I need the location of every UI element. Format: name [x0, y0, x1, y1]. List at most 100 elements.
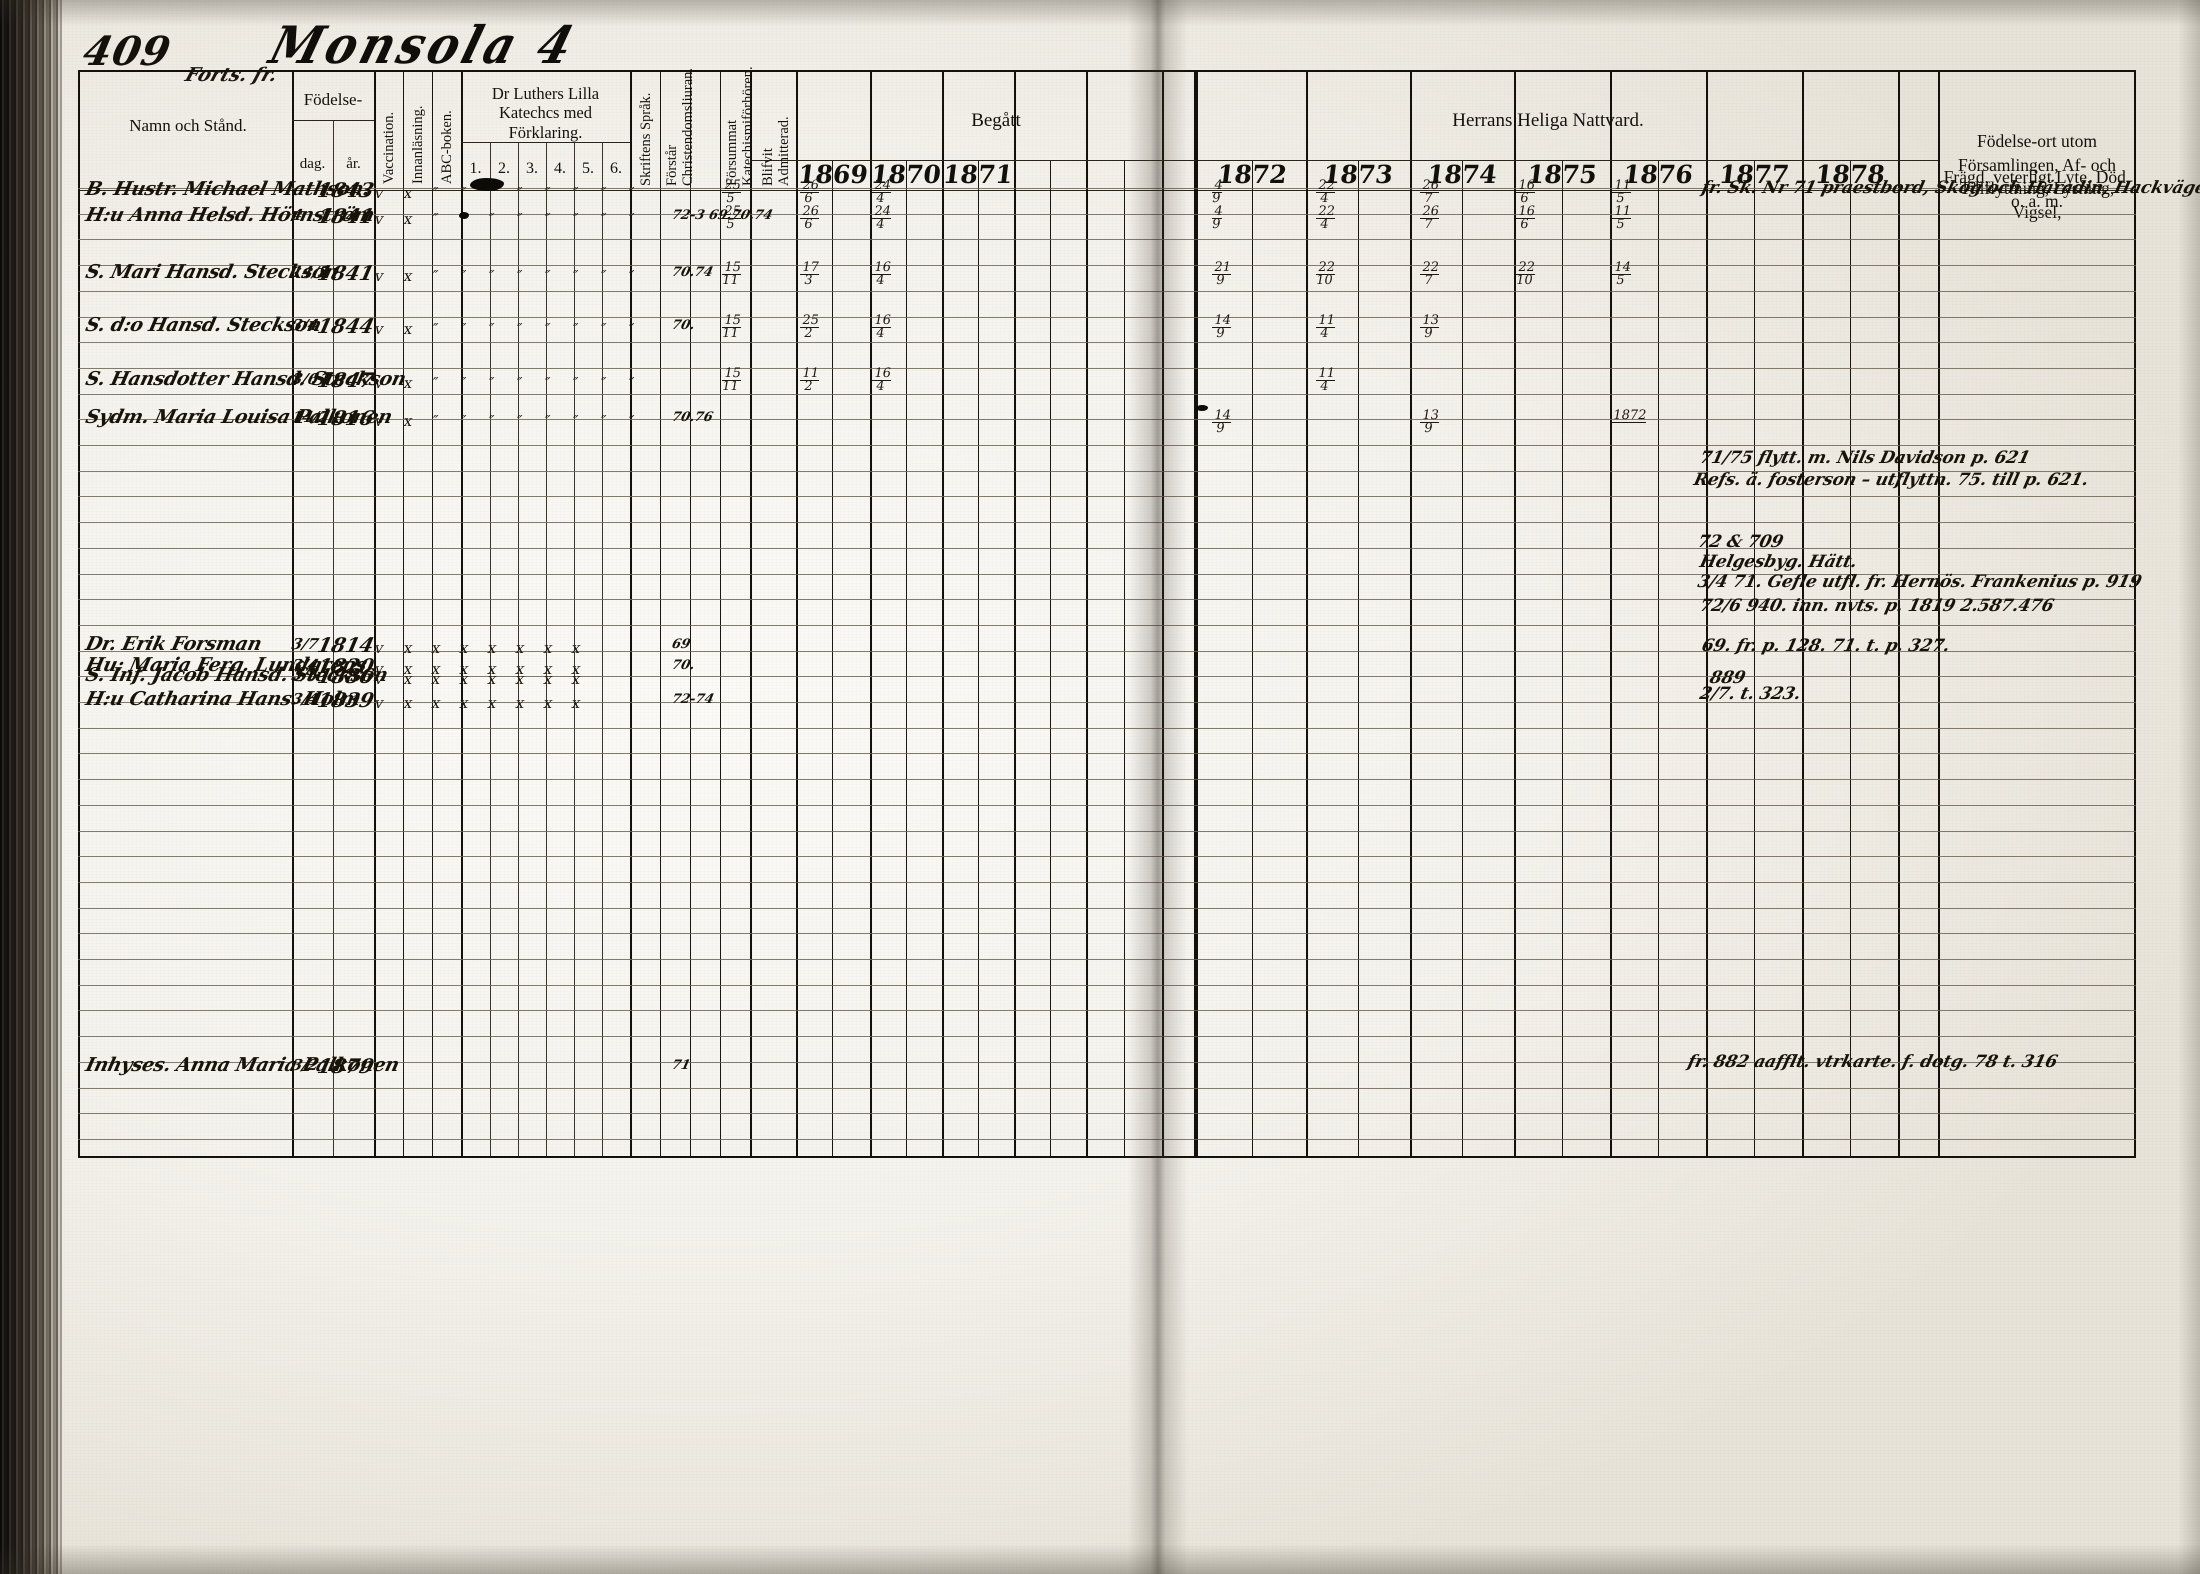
ruled-line	[1196, 1113, 2136, 1115]
ruled-line	[78, 907, 1196, 909]
ruled-line	[1196, 470, 2136, 472]
header-katechismus-part-5: 5.	[582, 160, 594, 177]
ruled-line	[1196, 188, 2136, 189]
entry-name: S. d:o Hansd. Steckson	[83, 314, 324, 336]
ruled-line	[78, 239, 1196, 241]
ruled-line	[78, 496, 1196, 498]
ruled-line	[1196, 881, 2136, 883]
header-forstar-christendomsliuran: Förstår Christendomsliuran.	[664, 67, 696, 186]
entry-note: 72 & 709	[1695, 532, 1786, 552]
entry-birth-year: 1879	[315, 1054, 377, 1078]
entry-name: Dr. Erik Forsman	[83, 633, 264, 655]
ruled-line	[1196, 856, 2136, 858]
ruled-line	[78, 624, 1196, 626]
ruled-line	[78, 522, 1196, 524]
entry-birth-year: 1841	[315, 204, 377, 228]
header-fodelse: Födelse-	[303, 90, 363, 109]
ruled-line	[1196, 1010, 2136, 1012]
ruled-line	[78, 650, 1196, 652]
ruled-line	[78, 984, 1196, 986]
binding-texture	[0, 0, 62, 1574]
ruled-line	[78, 1061, 1196, 1063]
ruled-line	[78, 1087, 1196, 1089]
header-fodelse-ar: år.	[346, 156, 361, 172]
ruled-line	[78, 393, 1196, 395]
ruled-line	[78, 573, 1196, 575]
ruled-line	[78, 779, 1196, 781]
entry-neglected-years: 69	[670, 637, 692, 652]
ruled-line	[1196, 342, 2136, 344]
ruled-line	[1196, 316, 2136, 318]
ruled-line	[78, 856, 1196, 858]
header-notes-line-2: Frägd, veterligt Lyte, Död, o. a. m.	[1943, 167, 2131, 211]
entry-birth-year: 1886	[315, 664, 377, 688]
entry-neglected-years: 70.	[670, 318, 697, 333]
entry-note: 2/7. t. 323.	[1697, 684, 1803, 704]
ruled-line	[1196, 1138, 2136, 1140]
ruled-line	[78, 959, 1196, 960]
ruled-line	[1196, 522, 2136, 524]
ruled-line	[1196, 599, 2136, 601]
header-herrans-heliga-nattvard: Herrans Heliga Nattvard.	[1452, 110, 1644, 131]
entry-note: 71/75 flytt. m. Nils Davidson p. 621	[1697, 448, 2032, 468]
header-katechismus-part-3: 3.	[526, 160, 538, 177]
header-innanlasning: Innanläsning.	[410, 105, 426, 184]
entry-neglected-years: 70.	[670, 658, 697, 673]
ruled-line	[1196, 676, 2136, 678]
entry-birth-year: 1839	[315, 688, 377, 712]
ruled-line	[1196, 727, 2136, 729]
ruled-line	[1196, 753, 2136, 755]
entry-birth-year: 1841	[315, 261, 377, 285]
header-begatt: Begått	[971, 110, 1021, 131]
entry-note: Helgesbyg. Hätt.	[1697, 552, 1859, 572]
header-blifvit-admitterad: Blifvit Admitterad.	[760, 116, 792, 186]
ruled-line	[1196, 933, 2136, 935]
entry-note: Refs. ä. fosterson – utflyttn. 75. till …	[1691, 470, 2091, 490]
ruled-line	[78, 702, 1196, 703]
ruled-line	[1196, 1087, 2136, 1089]
ink-blot	[470, 178, 504, 191]
ruled-line	[1196, 265, 2136, 267]
ruled-line	[78, 445, 1196, 446]
ruled-line	[78, 265, 1196, 267]
header-namn-och-stand: Namn och Stånd.	[129, 116, 247, 135]
header-katechismus-part-6: 6.	[610, 160, 622, 177]
entry-birth-year: 1844	[315, 314, 377, 338]
ink-blot	[1196, 405, 1208, 411]
right-edge-shadow	[2178, 0, 2200, 1574]
ruled-line	[1196, 573, 2136, 575]
ruled-line	[78, 1138, 1196, 1140]
entry-note: 72/6 940. inn. nvts. p. 1819 2.587.476	[1697, 596, 2056, 616]
entry-note: 69. fr. p. 128. 71. t. p. 327.	[1699, 636, 1952, 656]
header-forsummat-katechismiforhoren: Försummat Katechismiförhören.	[724, 66, 756, 186]
ruled-line	[78, 316, 1196, 318]
entry-birth-year: 1847	[315, 368, 377, 392]
header-katechismus-part-4: 4.	[554, 160, 566, 177]
ruled-line	[78, 753, 1196, 755]
bottom-edge-shadow	[0, 1544, 2200, 1574]
ruled-line	[1196, 624, 2136, 626]
date-fraction: 1872	[1610, 408, 1649, 423]
ruled-line	[78, 933, 1196, 935]
ruled-line	[1196, 367, 2136, 369]
ruled-line	[1196, 804, 2136, 806]
header-katechismus-part-2: 2.	[498, 160, 510, 177]
ruled-line	[1196, 959, 2136, 960]
ruled-line	[1196, 419, 2136, 421]
ruled-line	[1196, 1036, 2136, 1038]
header-fodelse-dag: dag.	[299, 156, 326, 172]
ruled-line	[78, 290, 1196, 292]
header-begatt-year-1871: 1871	[941, 160, 1015, 189]
ruled-line	[1196, 496, 2136, 498]
header-vaccination: Vaccination.	[381, 111, 397, 184]
ruled-line	[78, 804, 1196, 806]
header-skriftens-sprak: Skriftens Språk.	[638, 92, 654, 186]
book-binding-gutter	[0, 0, 62, 1574]
top-edge-shadow	[0, 0, 2200, 26]
entry-neglected-years: 71	[670, 1058, 692, 1073]
ruled-line	[1196, 393, 2136, 395]
entry-note: fr. 882 aafflt. vtrkarte. f. dotg. 78 t.…	[1685, 1052, 2060, 1072]
ruled-line	[78, 547, 1196, 549]
ruled-line	[78, 367, 1196, 369]
